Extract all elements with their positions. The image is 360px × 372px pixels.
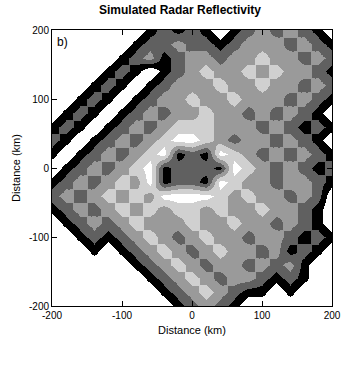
svg-text:Distance (km): Distance (km) bbox=[10, 134, 22, 202]
svg-text:-100: -100 bbox=[29, 232, 49, 243]
svg-text:Distance (km): Distance (km) bbox=[158, 324, 226, 336]
svg-text:200: 200 bbox=[32, 25, 49, 36]
svg-text:100: 100 bbox=[254, 310, 271, 321]
svg-text:0: 0 bbox=[189, 310, 195, 321]
svg-text:-100: -100 bbox=[112, 310, 132, 321]
svg-text:-200: -200 bbox=[29, 301, 49, 312]
svg-text:b): b) bbox=[57, 35, 68, 49]
svg-text:0: 0 bbox=[43, 163, 49, 174]
svg-text:Simulated Radar Reflectivity: Simulated Radar Reflectivity bbox=[99, 3, 261, 17]
svg-text:100: 100 bbox=[32, 94, 49, 105]
svg-text:200: 200 bbox=[324, 310, 341, 321]
svg-text:-200: -200 bbox=[42, 310, 62, 321]
